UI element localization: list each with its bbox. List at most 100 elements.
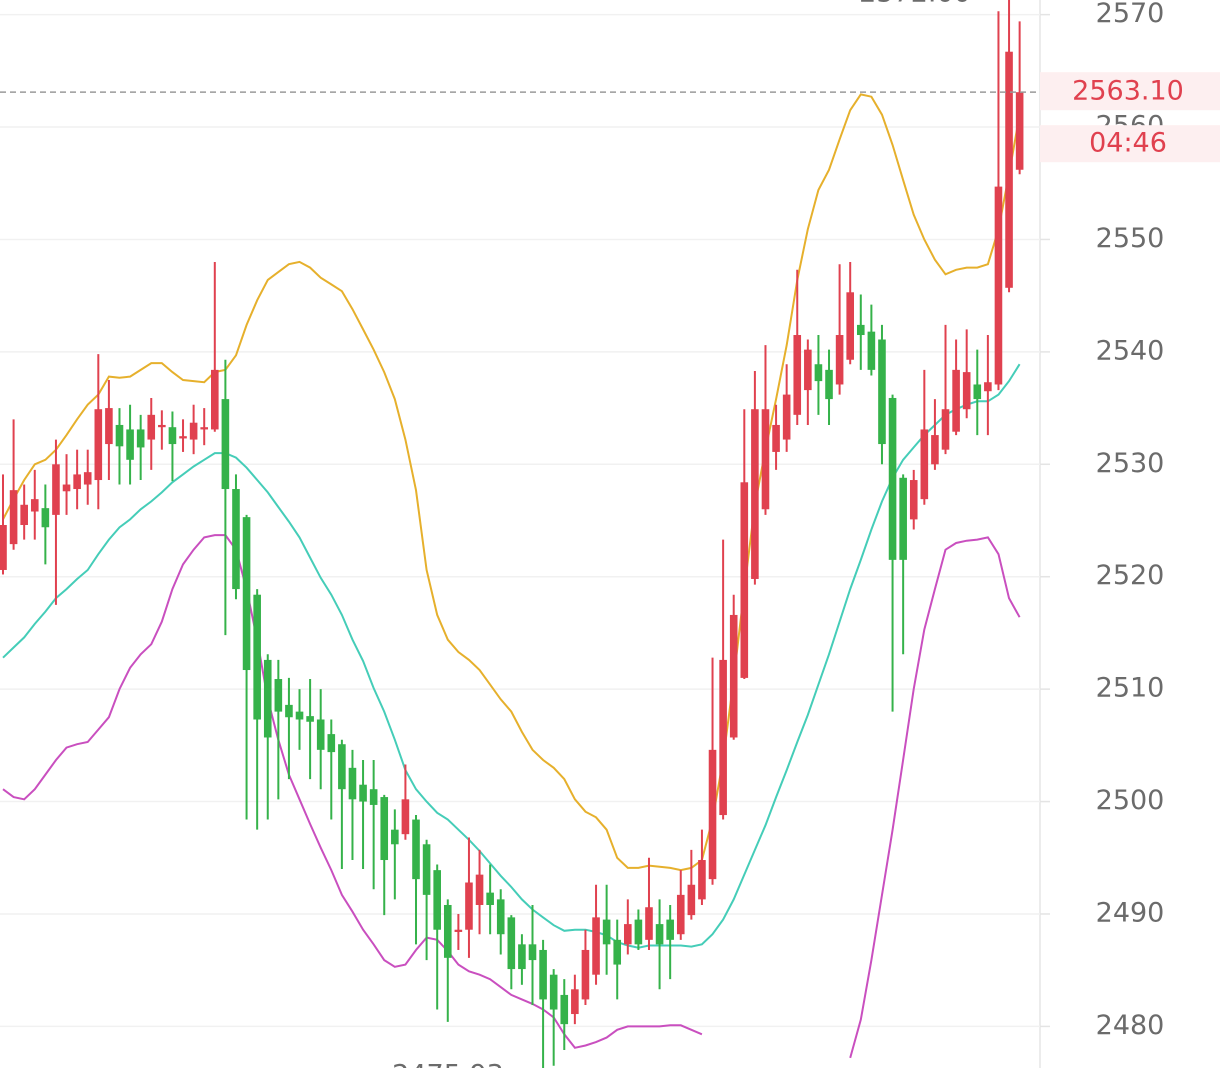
candle-body [602,919,611,945]
candle-body [20,504,28,526]
candle-body [1015,92,1024,170]
min-price-label: 2475.93 [392,1060,504,1068]
candle-body [899,477,907,560]
candle-body [316,719,325,750]
candle-body [179,436,187,439]
candle-body [835,335,844,385]
candle-body [359,784,367,802]
candle-body [189,422,198,440]
candle-body [645,907,653,940]
candle-body [581,949,590,1000]
candle-body [83,472,92,485]
candle-body [740,482,749,678]
candle-body [94,409,103,481]
countdown-box [1040,125,1220,163]
max-price-label: 2572.00 [859,0,971,9]
candle-body [549,974,558,1010]
candle-body [560,994,569,1025]
candle-body [655,924,664,945]
candle-body [211,369,219,430]
candle-body [422,844,431,895]
candle-body [856,324,865,336]
candle-body [793,335,802,415]
y-tick-label: 2500 [1096,785,1165,816]
candle-body [613,939,622,965]
last-price-box [1040,72,1220,111]
candle-body [941,409,950,450]
candle-body [391,829,399,845]
y-tick-label: 2550 [1096,223,1165,254]
candle-body [804,349,812,391]
candle-body [443,904,452,958]
candle-body [931,435,939,465]
candle-body [888,397,897,560]
candle-body [263,659,272,738]
candle-body [1005,51,1013,288]
candle-body [772,424,780,452]
candle-body [242,517,251,671]
candle-body [105,408,113,445]
candle-body [348,767,357,800]
candle-body [825,369,833,400]
candle-body [592,917,600,975]
y-tick-label: 2480 [1096,1010,1165,1041]
candle-body [698,860,706,900]
candle-body [571,989,579,1015]
candle-body [761,409,770,510]
candle-body [232,489,240,590]
candle-body [433,870,441,930]
candle-body [846,292,854,360]
candle-body [496,899,505,935]
candle-body [285,704,293,718]
candle-body [782,394,791,440]
candle-body [624,924,632,945]
candle-body [909,480,918,520]
candle-body [62,484,71,492]
candle-body [136,429,145,448]
candle-body [475,874,484,905]
candle-body [751,409,759,579]
candle-body [0,525,7,570]
candle-body [369,789,378,805]
candle-body [676,894,685,935]
candle-body [634,919,643,945]
candle-body [306,716,314,722]
candle-body [30,499,39,512]
candle-body [518,944,526,970]
candle-body [878,339,886,445]
candle-body [274,679,283,712]
countdown-label: 04:46 [1089,128,1167,159]
candle-body [380,797,389,861]
y-tick-label: 2570 [1096,0,1165,29]
candle-body [507,917,516,970]
candle-body [401,799,410,835]
candle-body [253,594,261,720]
candle-body [412,819,420,880]
band-line [849,536,1021,1059]
candle-body [708,749,717,880]
candle-body [867,331,876,370]
y-tick-label: 2540 [1096,335,1165,366]
y-tick-label: 2520 [1096,560,1165,591]
candle-body [41,508,50,528]
candle-body [994,186,1003,385]
candle-body [73,474,81,490]
candle-body [52,464,60,515]
candle-body [528,944,537,961]
candle-body [126,429,134,460]
candle-body [719,659,727,816]
candle-body [666,919,674,940]
candle-body [687,884,696,916]
candle-body [539,949,547,1000]
candle-body [9,490,18,545]
candle-body [920,429,929,500]
candle-body [200,427,209,430]
candle-body [168,427,177,445]
candle-body [158,424,166,428]
candle-body [338,744,346,790]
candle-body [984,382,992,392]
candle-body [147,414,156,440]
candle-body [486,892,494,905]
candle-body [973,384,982,400]
